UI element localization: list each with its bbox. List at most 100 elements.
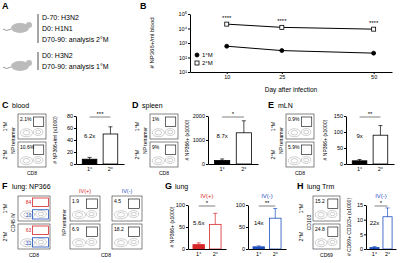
tick-mark xyxy=(206,116,208,117)
panel-letter: C xyxy=(2,100,9,110)
legend-label: 1°M xyxy=(202,52,213,58)
plot-frame xyxy=(313,196,340,221)
flow-plot xyxy=(286,114,314,139)
tick-mark xyxy=(344,116,346,117)
tick-mark xyxy=(186,227,188,228)
tick: 1° xyxy=(372,251,377,257)
bar xyxy=(236,133,251,164)
significance: * xyxy=(380,200,383,206)
plot-frame xyxy=(18,142,46,167)
contour xyxy=(168,158,173,162)
contour xyxy=(114,211,127,219)
plot-frame xyxy=(18,224,50,249)
axis-line xyxy=(189,249,227,250)
contour xyxy=(75,213,82,218)
tick: 5 xyxy=(360,232,366,238)
fold-change: 22x xyxy=(370,220,380,226)
axis: 010002000 xyxy=(193,113,209,167)
tick-label: 50 xyxy=(179,224,185,230)
legend-marker xyxy=(195,53,199,57)
significance: ** xyxy=(368,111,373,117)
contour xyxy=(152,157,164,165)
tick-mark xyxy=(188,43,190,44)
row-label: 2°M xyxy=(298,231,304,241)
axis-title: # NP366+/ml (x1000) xyxy=(52,116,58,164)
significance: *** xyxy=(96,111,104,117)
contour xyxy=(304,158,309,162)
tick-label: 10 xyxy=(357,217,363,223)
contour xyxy=(24,213,32,218)
plot-frame xyxy=(313,224,340,249)
flow-plot xyxy=(313,196,340,221)
axis-line xyxy=(347,164,395,165)
tick-mark xyxy=(344,132,346,133)
tick: 2° xyxy=(241,166,246,172)
error-cap xyxy=(88,157,92,158)
contour xyxy=(33,129,43,136)
marker xyxy=(225,22,229,26)
contour xyxy=(24,241,32,246)
contour xyxy=(36,239,47,246)
figure: ABCbloodDspleenEmLNFlung: NP366GlungHlun… xyxy=(0,0,400,263)
axis-line xyxy=(346,117,347,165)
tick-label: 1° xyxy=(219,166,224,172)
tick-label: 0 xyxy=(182,246,185,252)
flow-plot xyxy=(18,142,46,167)
marker xyxy=(372,27,376,31)
gate-label: 15.2 xyxy=(315,198,325,204)
contour xyxy=(89,212,94,216)
error-bar xyxy=(108,127,112,134)
row-label: 2°M xyxy=(134,149,140,159)
plot-area xyxy=(215,121,252,164)
contour xyxy=(87,211,97,218)
flow-plot xyxy=(150,114,178,139)
axis-title: # NP366+ (x1000) xyxy=(169,206,175,247)
flow-plot xyxy=(150,142,178,167)
panel-title: lung xyxy=(175,183,188,191)
gate-label: 5.9% xyxy=(288,144,300,150)
axis-line xyxy=(191,72,393,73)
gate xyxy=(129,227,140,237)
tick: 10² xyxy=(179,55,190,61)
error-line xyxy=(110,127,111,134)
tick-label: 0 xyxy=(202,161,205,167)
axis-line xyxy=(248,206,249,250)
tick: 1° xyxy=(196,251,201,257)
contour xyxy=(36,130,41,134)
tick-label: 0 xyxy=(360,246,363,252)
plot-area xyxy=(370,208,392,249)
axis-line xyxy=(190,15,191,73)
gate-label: 84 xyxy=(26,199,32,205)
tick: 60 xyxy=(67,125,76,131)
bracket xyxy=(360,117,381,118)
gate xyxy=(301,117,311,127)
axis-title: CD103 xyxy=(306,215,312,231)
error-cap xyxy=(108,126,112,127)
bar xyxy=(103,134,118,164)
axis-line xyxy=(188,206,189,250)
tick-label: 0 xyxy=(70,161,73,167)
row-label: 2°M xyxy=(2,231,8,241)
tick-label: 50 xyxy=(239,224,245,230)
gate xyxy=(32,198,48,207)
error-cap xyxy=(197,242,201,243)
fold-change: 9x xyxy=(356,133,362,139)
gate xyxy=(328,199,338,209)
tick-label: 2° xyxy=(108,166,113,172)
schematic-step: D70-90: analysis 2°M xyxy=(42,36,109,44)
tick: 150 xyxy=(334,113,346,119)
series-line xyxy=(227,46,374,53)
legend-entry: 2°M xyxy=(195,60,213,66)
tick-mark xyxy=(188,72,190,73)
gate xyxy=(32,210,48,219)
panel-title: lung: NP366 xyxy=(12,183,51,191)
contour xyxy=(152,129,164,137)
tick: 2° xyxy=(213,251,218,257)
timeline xyxy=(38,14,39,43)
contour xyxy=(33,157,43,164)
panel-letter: A xyxy=(2,1,9,11)
gate-label: 16 xyxy=(26,212,32,218)
gate xyxy=(32,226,48,235)
error-bar xyxy=(378,126,382,136)
bar xyxy=(253,247,265,249)
